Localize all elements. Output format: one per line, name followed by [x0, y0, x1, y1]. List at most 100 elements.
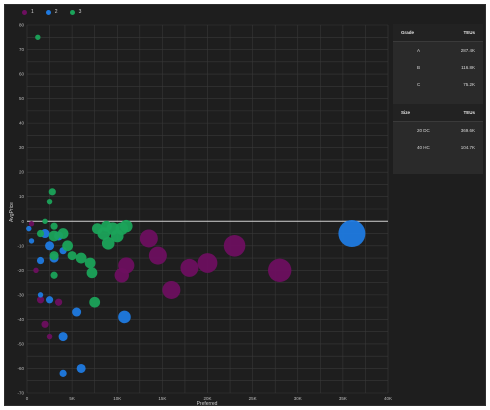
- size-header[interactable]: Size: [401, 110, 411, 115]
- scatter-point-series-2[interactable]: [59, 369, 67, 377]
- teus-header[interactable]: TEUs: [463, 110, 475, 115]
- table-row[interactable]: C 75.2K: [393, 76, 483, 93]
- scatter-point-series-3[interactable]: [50, 222, 58, 230]
- scatter-point-series-3[interactable]: [84, 257, 96, 269]
- legend-swatch-3: [69, 9, 75, 15]
- chart-grid: [26, 24, 389, 394]
- scatter-point-series-2[interactable]: [36, 256, 45, 265]
- scatter-point-series-2[interactable]: [76, 363, 86, 373]
- size-table-header: Size TEUs: [393, 104, 483, 122]
- scatter-point-series-2[interactable]: [118, 310, 131, 324]
- scatter-point-series-2[interactable]: [338, 220, 366, 248]
- scatter-point-series-3[interactable]: [86, 267, 98, 279]
- teus-cell: 287.4K: [460, 48, 475, 53]
- y-tick-label: -30: [17, 292, 24, 297]
- scatter-point-series-2[interactable]: [45, 296, 54, 304]
- y-axis-label: AvgPrice: [9, 202, 15, 222]
- y-tick-label: 80: [19, 23, 25, 28]
- y-tick-label: 10: [19, 194, 25, 199]
- scatter-point-series-1[interactable]: [197, 253, 218, 273]
- y-tick-label: -10: [17, 243, 24, 248]
- scatter-point-series-3[interactable]: [42, 218, 48, 224]
- y-tick-label: 30: [19, 145, 25, 150]
- scatter-point-series-2[interactable]: [72, 307, 82, 317]
- y-tick-label: -40: [17, 317, 24, 322]
- x-tick-label: 15K: [158, 396, 166, 401]
- y-tick-label: 0: [21, 219, 24, 224]
- scatter-point-series-1[interactable]: [180, 258, 199, 277]
- scatter-point-series-2[interactable]: [58, 332, 68, 342]
- x-tick-label: 40K: [384, 396, 392, 401]
- scatter-point-series-1[interactable]: [54, 298, 63, 306]
- scatter-point-series-3[interactable]: [119, 219, 133, 233]
- teus-cell: 369.6K: [460, 128, 475, 133]
- x-axis-label: Preferred: [197, 401, 218, 407]
- teus-cell: 116.8K: [461, 65, 475, 70]
- scatter-point-series-3[interactable]: [49, 251, 59, 261]
- scatter-point-series-1[interactable]: [148, 246, 167, 265]
- scatter-point-series-1[interactable]: [36, 296, 45, 304]
- y-tick-label: -50: [17, 341, 24, 346]
- x-tick-label: 10K: [113, 396, 121, 401]
- scatter-point-series-1[interactable]: [46, 333, 53, 340]
- scatter-point-series-3[interactable]: [101, 220, 112, 232]
- legend-item-3[interactable]: 3: [69, 9, 82, 15]
- scatter-point-series-2[interactable]: [28, 238, 35, 244]
- grade-header[interactable]: Grade: [401, 30, 415, 35]
- size-cell: 40 HC: [417, 145, 430, 150]
- teus-cell: 75.2K: [463, 82, 475, 87]
- scatter-point-series-3[interactable]: [101, 237, 115, 250]
- grade-cell: C: [417, 82, 421, 87]
- teus-cell: 104.7K: [460, 145, 475, 150]
- legend-swatch-2: [45, 9, 51, 15]
- scatter-point-series-1[interactable]: [114, 268, 129, 283]
- table-row[interactable]: 20 DC 369.6K: [393, 122, 483, 139]
- scatter-point-series-3[interactable]: [46, 198, 53, 205]
- legend-item-1[interactable]: 1: [22, 9, 34, 15]
- scatter-point-series-1[interactable]: [28, 221, 35, 227]
- scatter-point-series-3[interactable]: [50, 271, 58, 279]
- scatter-point-series-1[interactable]: [268, 258, 292, 283]
- y-tick-label: 70: [19, 47, 25, 52]
- scatter-point-series-2[interactable]: [26, 225, 32, 232]
- y-tick-label: 60: [19, 72, 25, 77]
- size-cell: 20 DC: [417, 128, 430, 133]
- scatter-point-series-3[interactable]: [89, 296, 101, 308]
- scatter-point-series-1[interactable]: [41, 320, 49, 328]
- scatter-point-series-3[interactable]: [75, 252, 87, 264]
- scatter-point-series-2[interactable]: [37, 292, 44, 298]
- x-tick-label: 35K: [339, 396, 347, 401]
- legend-label-3: 3: [78, 9, 82, 15]
- table-row[interactable]: B 116.8K: [393, 59, 483, 76]
- legend-item-2[interactable]: 2: [45, 9, 58, 15]
- scatter-point-series-3[interactable]: [48, 230, 60, 242]
- scatter-point-series-1[interactable]: [139, 229, 158, 248]
- scatter-point-series-1[interactable]: [33, 267, 39, 274]
- legend-swatch-1: [22, 9, 27, 15]
- scatter-point-series-1[interactable]: [162, 280, 181, 299]
- x-tick-label: 25K: [249, 396, 257, 401]
- chart-marks: [26, 34, 366, 377]
- grade-cell: B: [417, 65, 421, 70]
- legend-label-2: 2: [54, 9, 58, 15]
- x-tick-label: 30K: [294, 396, 302, 401]
- x-tick-label: 0: [26, 396, 29, 401]
- scatter-point-series-3[interactable]: [62, 240, 74, 252]
- legend-label-1: 1: [31, 9, 34, 15]
- teus-header[interactable]: TEUs: [463, 30, 475, 35]
- scatter-point-series-3[interactable]: [48, 188, 56, 196]
- chart-legend: 1 2 3: [22, 9, 81, 15]
- scatter-point-series-3[interactable]: [57, 228, 69, 239]
- scatter-point-series-3[interactable]: [35, 34, 41, 40]
- table-row[interactable]: A 287.4K: [393, 42, 483, 59]
- scatter-point-series-3[interactable]: [36, 229, 45, 238]
- y-tick-label: -20: [17, 268, 24, 273]
- y-tick-label: -70: [17, 391, 24, 396]
- table-row[interactable]: 40 HC 104.7K: [393, 139, 483, 156]
- scatter-point-series-3[interactable]: [67, 251, 77, 261]
- scatter-point-series-2[interactable]: [45, 241, 55, 251]
- scatter-point-series-1[interactable]: [223, 235, 246, 257]
- grade-table-header: Grade TEUs: [393, 24, 483, 42]
